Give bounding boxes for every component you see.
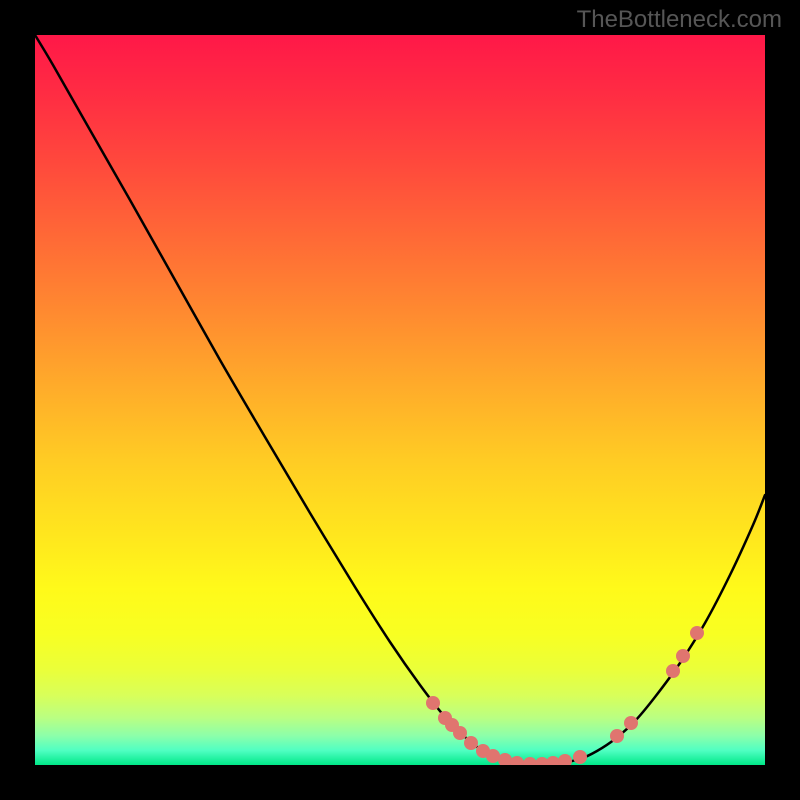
data-point <box>624 716 638 730</box>
data-point <box>666 664 680 678</box>
plot-area <box>35 35 765 765</box>
gradient-chart <box>35 35 765 765</box>
chart-container: TheBottleneck.com <box>0 0 800 800</box>
data-point <box>676 649 690 663</box>
data-point <box>486 749 500 763</box>
data-point <box>690 626 704 640</box>
data-point <box>426 696 440 710</box>
data-point <box>464 736 478 750</box>
watermark-text: TheBottleneck.com <box>577 6 782 34</box>
data-point <box>573 750 587 764</box>
data-point <box>453 726 467 740</box>
data-point <box>610 729 624 743</box>
